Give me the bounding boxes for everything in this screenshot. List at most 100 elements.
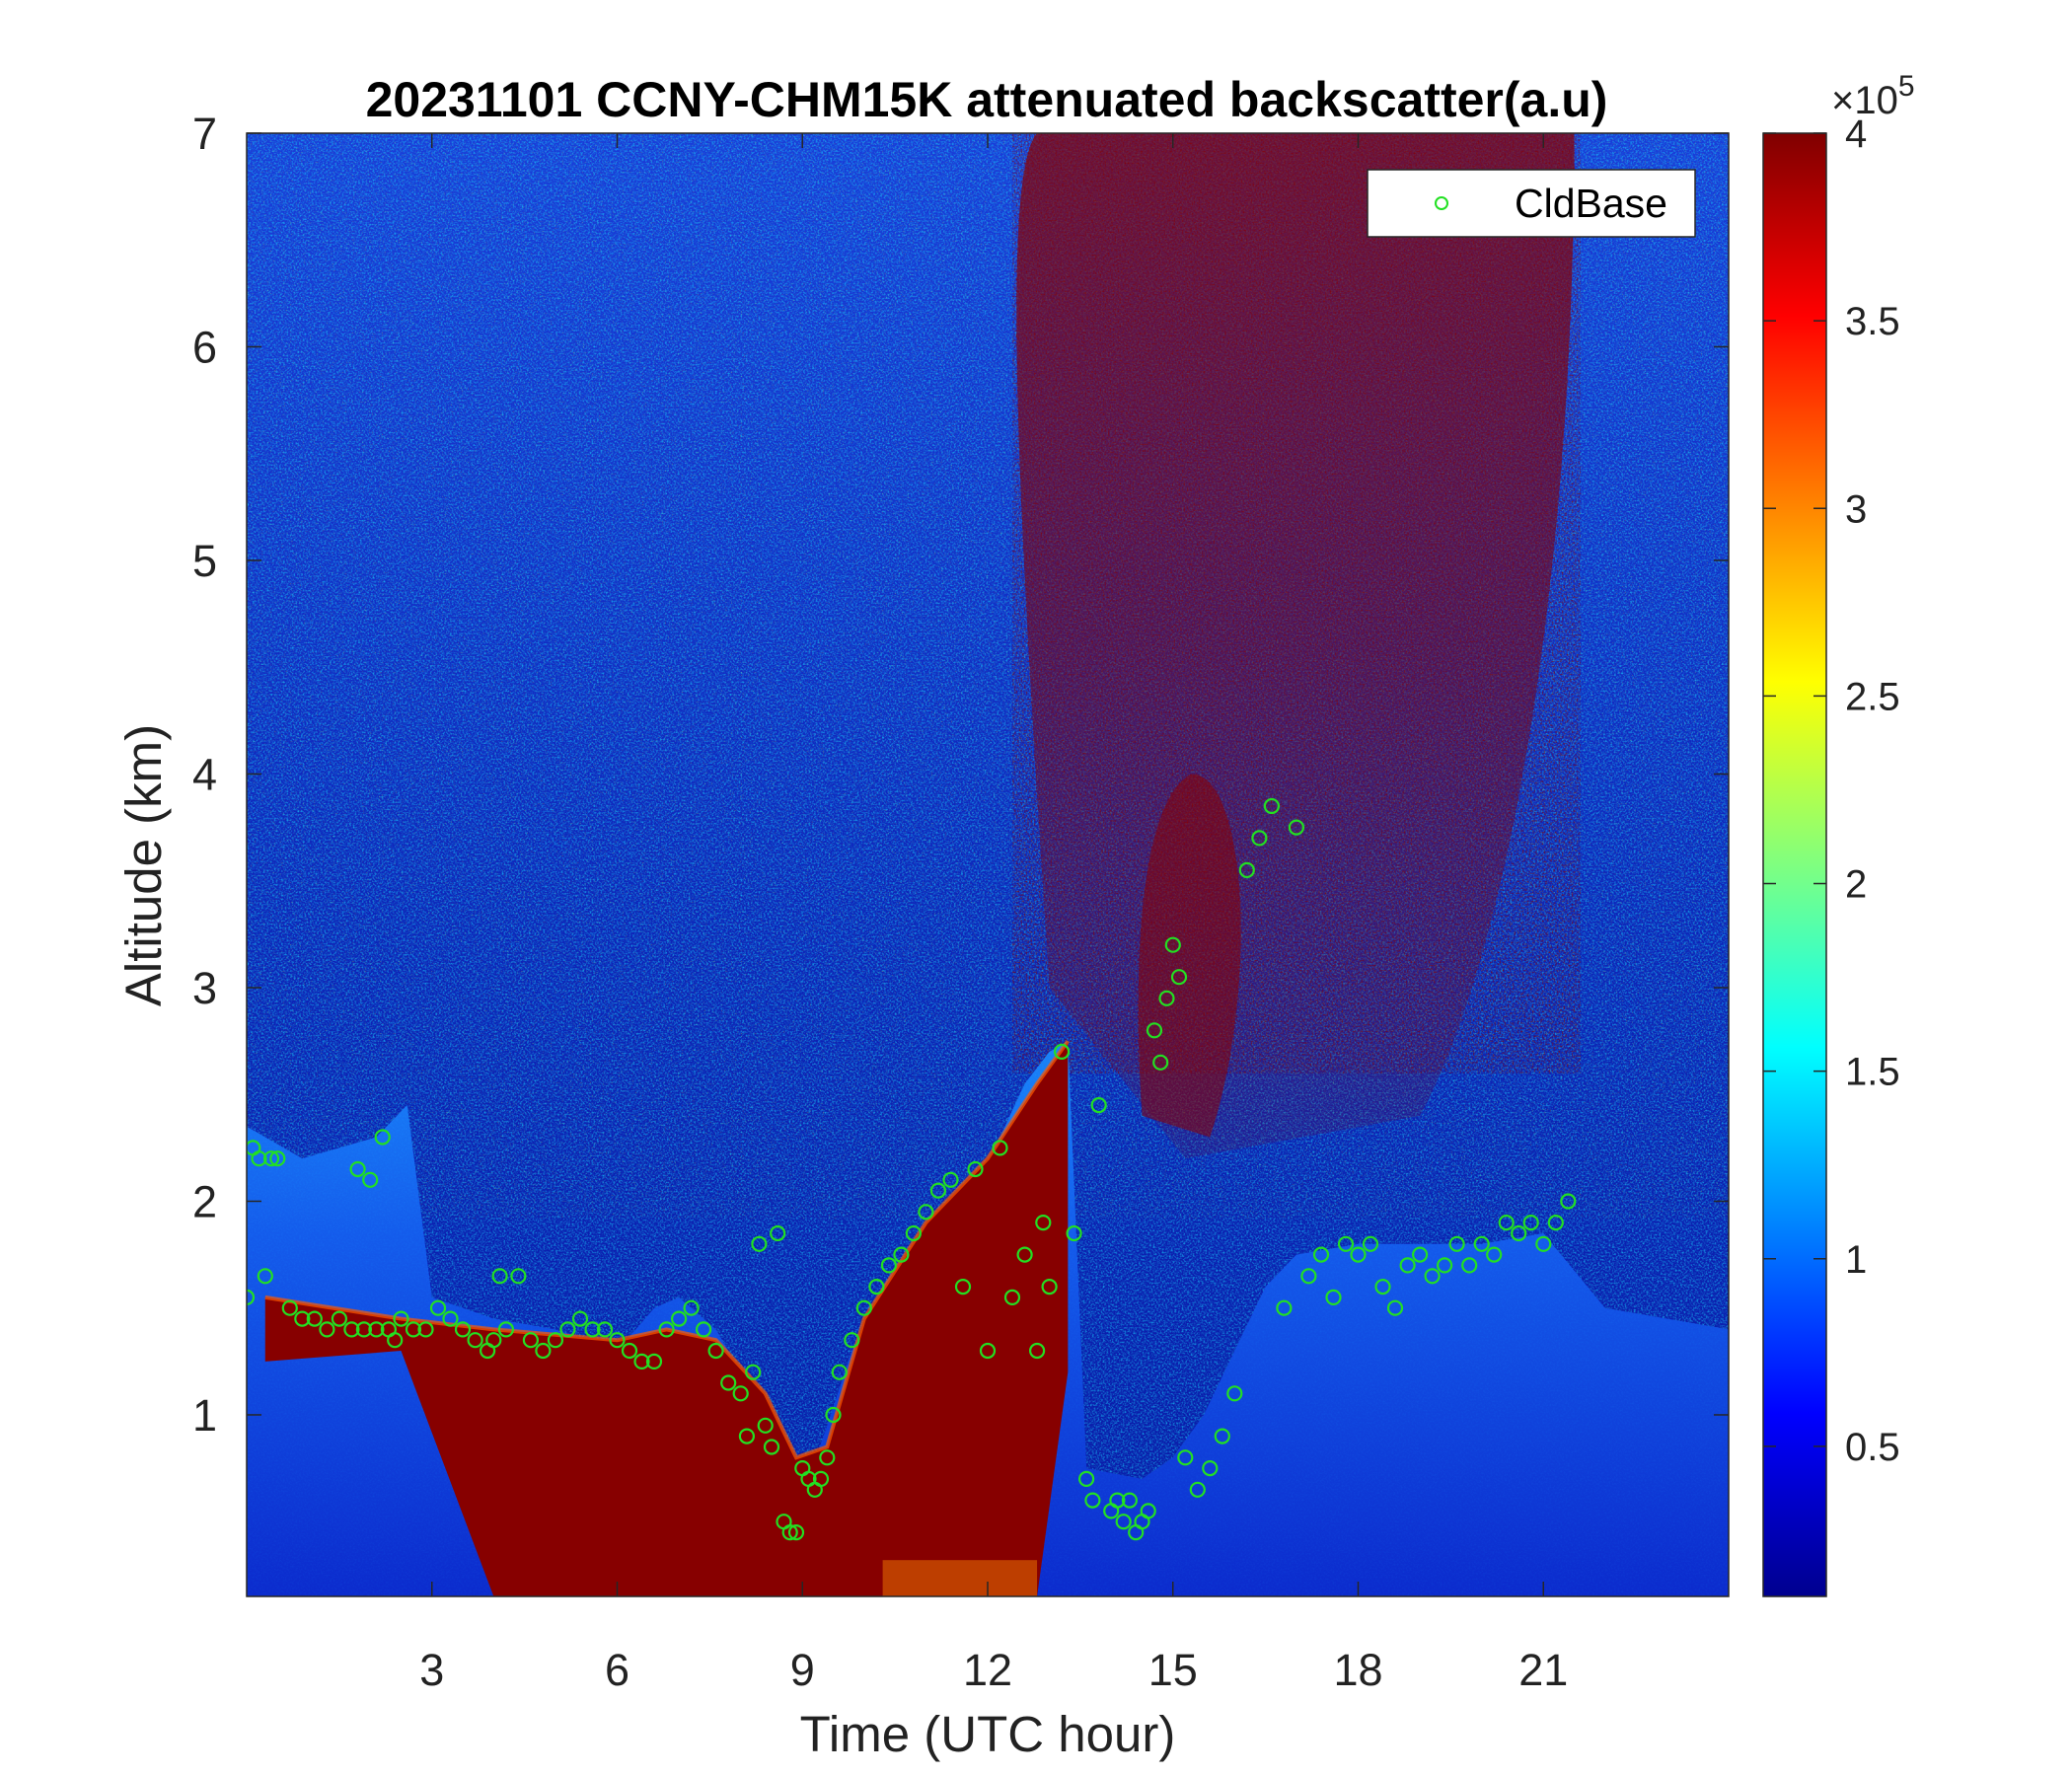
cloud-base-point xyxy=(1374,1278,1391,1295)
cloud-base-point xyxy=(720,1374,737,1391)
cloud-base-point xyxy=(1498,1214,1515,1231)
cloud-base-point xyxy=(1547,1214,1564,1231)
saturated-layer xyxy=(264,1041,1069,1596)
cloud-base-point xyxy=(1035,1214,1052,1231)
cloud-base-point xyxy=(1226,1385,1243,1402)
cloud-base-point xyxy=(1077,1470,1095,1488)
x-tick-label: 18 xyxy=(1333,1645,1382,1695)
cloud-base-point xyxy=(417,1321,434,1338)
cloud-base-point xyxy=(825,1406,842,1424)
cloud-base-point xyxy=(1164,936,1181,953)
cloud-base-point xyxy=(535,1342,552,1360)
x-tick-label: 21 xyxy=(1518,1645,1568,1695)
cloud-base-point xyxy=(1337,1235,1355,1252)
cloud-base-point xyxy=(751,1235,768,1252)
cloud-base-point xyxy=(1170,969,1188,986)
legend-marker-cldbase xyxy=(1435,196,1448,210)
cloud-base-point xyxy=(1263,797,1281,815)
cloud-base-point xyxy=(942,1171,959,1188)
cloud-base-point xyxy=(1424,1268,1441,1285)
cloud-base-point xyxy=(1177,1449,1194,1466)
cloud-base-point xyxy=(571,1310,589,1327)
cloud-base-point xyxy=(1522,1214,1539,1231)
cloud-base-point xyxy=(905,1224,923,1242)
cloud-base-point xyxy=(695,1321,712,1338)
cloud-base-point xyxy=(491,1268,508,1285)
cloud-base-point xyxy=(349,1160,366,1178)
cloud-base-point xyxy=(683,1299,700,1316)
x-tick-label: 12 xyxy=(963,1645,1012,1695)
cloud-base-point xyxy=(368,1321,385,1338)
cloud-base-point xyxy=(306,1310,323,1327)
cloud-base-point xyxy=(510,1268,527,1285)
cloud-base-point xyxy=(374,1129,391,1146)
legend-box xyxy=(1367,169,1696,238)
backscatter-layers xyxy=(247,133,1729,1596)
cloud-base-point xyxy=(929,1182,947,1199)
cloud-base-point xyxy=(343,1321,360,1338)
cloud-base-point xyxy=(992,1140,1008,1156)
cloud-base-point xyxy=(781,1523,798,1541)
y-tick-label: 5 xyxy=(192,536,217,586)
cloud-base-point xyxy=(442,1310,459,1327)
cloud-base-point xyxy=(281,1299,298,1316)
cloud-base-point xyxy=(1288,819,1305,836)
y-tick-label: 6 xyxy=(192,322,217,372)
x-tick-label: 9 xyxy=(790,1645,815,1695)
colorbar-ticks: 0.5 1 1.5 2 2.5 3 3.5 4 xyxy=(1763,112,1900,1469)
colorbar-tick-label: 3.5 xyxy=(1845,300,1900,343)
x-tick-label: 6 xyxy=(605,1645,629,1695)
cloud-base-point xyxy=(812,1470,830,1488)
cloud-base-point xyxy=(497,1321,515,1338)
cloud-base-point xyxy=(1214,1428,1230,1444)
cloud-base-point xyxy=(831,1364,848,1380)
cloud-base-markers xyxy=(247,797,1577,1541)
cloud-base-point xyxy=(732,1385,749,1402)
cloud-base-point xyxy=(1066,1224,1082,1242)
cloud-base-point xyxy=(1560,1193,1577,1210)
cloud-base-point xyxy=(429,1299,447,1316)
cloud-base-point xyxy=(1362,1235,1379,1252)
cloud-base-point xyxy=(1411,1246,1429,1263)
cloud-base-point xyxy=(1053,1043,1071,1061)
cloud-base-point xyxy=(584,1321,601,1338)
colorbar-tick-label: 1.5 xyxy=(1845,1051,1900,1094)
y-tick-label: 7 xyxy=(192,109,217,159)
cloud-base-point xyxy=(1535,1235,1552,1252)
cloud-base-point xyxy=(251,1150,267,1167)
cloud-base-point xyxy=(559,1321,576,1338)
cloud-base-point xyxy=(745,1364,762,1380)
cloud-base-point xyxy=(467,1332,483,1349)
colorbar-tick-label: 0.5 xyxy=(1845,1426,1900,1469)
cloud-base-point xyxy=(738,1428,756,1444)
cloud-base-point xyxy=(868,1278,885,1295)
colorbar: 0.5 1 1.5 2 2.5 3 3.5 4 ×105 xyxy=(1762,70,1915,1597)
cloud-base-point xyxy=(1016,1246,1033,1263)
cloud-base-point xyxy=(331,1310,347,1327)
cloud-base-point xyxy=(633,1353,650,1370)
cloud-base-point xyxy=(1436,1257,1453,1274)
cloud-base-point xyxy=(1238,861,1255,879)
cloud-base-point xyxy=(1300,1268,1317,1285)
cloud-base-point xyxy=(1251,830,1268,847)
x-tick-label: 15 xyxy=(1148,1645,1198,1695)
cloud-base-point xyxy=(393,1310,409,1327)
colorbar-tick-label: 2.5 xyxy=(1845,675,1900,718)
cloud-base-point xyxy=(1146,1022,1163,1039)
cloud-base-point xyxy=(621,1342,638,1360)
cloud-base-point xyxy=(1109,1492,1126,1509)
cloud-base-point xyxy=(1399,1257,1416,1274)
cloud-base-point xyxy=(893,1246,910,1263)
ground-return-band xyxy=(882,1560,1038,1596)
plot-area xyxy=(247,133,1729,1596)
y-tick-label: 1 xyxy=(192,1390,217,1441)
cloud-base-point xyxy=(1152,1054,1169,1071)
cloud-base-point xyxy=(1121,1492,1139,1509)
cloud-base-point xyxy=(1350,1246,1367,1263)
cloud-base-point xyxy=(485,1332,502,1349)
cloud-base-point xyxy=(294,1310,311,1327)
cloud-base-point xyxy=(1386,1299,1404,1316)
cloud-base-point xyxy=(262,1150,280,1167)
cloud-base-point xyxy=(362,1171,379,1188)
cloud-base-point xyxy=(609,1332,626,1349)
